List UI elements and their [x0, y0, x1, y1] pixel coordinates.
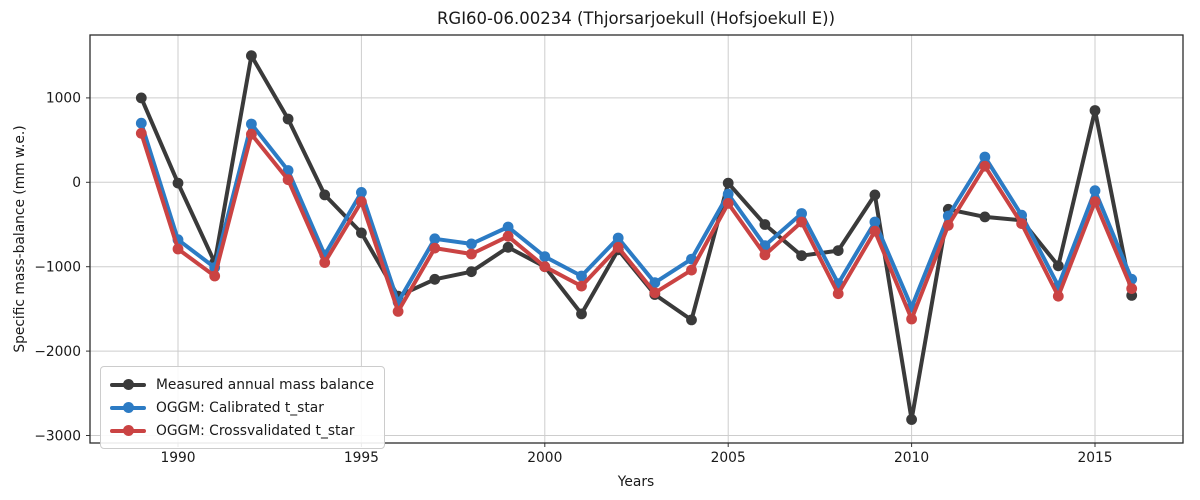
data-point	[979, 160, 991, 172]
plot-frame	[89, 34, 1184, 444]
data-point	[686, 264, 697, 276]
data-point	[869, 225, 881, 237]
data-point	[246, 50, 257, 62]
data-point	[1126, 283, 1138, 294]
series-2-line	[135, 127, 1138, 325]
data-point	[906, 313, 917, 325]
data-point	[759, 249, 771, 261]
data-point	[1089, 105, 1101, 116]
legend-line-sample-measured	[110, 379, 146, 390]
data-point	[429, 242, 441, 254]
data-point	[319, 189, 331, 201]
data-point	[539, 251, 551, 262]
data-point	[906, 414, 917, 425]
data-point	[319, 257, 331, 268]
data-point	[356, 187, 367, 198]
data-point	[1016, 218, 1027, 230]
data-point	[796, 208, 807, 219]
svg-text:1000: 1000	[46, 91, 81, 107]
data-point	[429, 233, 441, 245]
data-point	[172, 177, 184, 189]
legend-marker-icon	[122, 402, 134, 413]
svg-text:2010: 2010	[894, 450, 929, 466]
data-point	[722, 177, 734, 189]
legend-marker-icon	[122, 379, 134, 390]
chart-title: RGI60-06.00234 (Thjorsarjoekull (Hofsjoe…	[436, 9, 836, 28]
legend: Measured annual mass balance OGGM: Calib…	[100, 366, 386, 449]
data-point	[502, 241, 514, 253]
data-point	[135, 127, 147, 139]
data-point	[282, 113, 294, 125]
data-point	[539, 261, 551, 273]
data-point	[502, 221, 514, 233]
data-point	[135, 117, 147, 129]
x-tick-labels: 1990 1995 2000 2005 2010 2015	[160, 450, 1112, 466]
data-point	[1089, 196, 1101, 208]
data-point	[392, 306, 404, 317]
legend-label-measured: Measured annual mass balance	[156, 376, 375, 393]
data-point	[832, 288, 844, 300]
data-point	[979, 151, 991, 163]
data-point	[612, 232, 624, 244]
data-point	[466, 238, 477, 250]
data-point	[429, 273, 441, 285]
legend-item-calibrated: OGGM: Calibrated t_star	[110, 396, 374, 419]
data-point	[246, 118, 257, 130]
data-point	[759, 219, 771, 230]
data-point	[722, 188, 734, 200]
data-point	[942, 219, 954, 231]
svg-text:1995: 1995	[344, 450, 379, 466]
data-point	[576, 280, 587, 292]
data-point	[869, 189, 881, 201]
data-point	[832, 245, 844, 256]
legend-line-sample-crossvalidated	[110, 425, 146, 436]
data-point	[612, 241, 624, 253]
data-point	[135, 92, 147, 104]
data-point	[1052, 260, 1064, 272]
legend-line-sample-calibrated	[110, 402, 146, 413]
svg-text:−1000: −1000	[34, 260, 81, 276]
data-point	[1052, 290, 1064, 302]
series-1-line	[135, 117, 1138, 313]
data-point	[576, 270, 587, 282]
svg-text:2015: 2015	[1077, 450, 1112, 466]
data-point	[466, 248, 477, 260]
svg-text:0: 0	[72, 175, 81, 191]
data-point	[649, 287, 661, 299]
legend-item-crossvalidated: OGGM: Crossvalidated t_star	[110, 419, 374, 442]
legend-label-calibrated: OGGM: Calibrated t_star	[156, 399, 324, 416]
data-point	[1089, 185, 1101, 197]
data-point	[649, 277, 661, 289]
data-point	[172, 243, 184, 255]
svg-text:−2000: −2000	[34, 344, 81, 360]
data-point	[502, 230, 514, 242]
data-point	[466, 266, 477, 278]
data-point	[209, 270, 221, 282]
data-point	[246, 128, 257, 140]
data-point	[979, 211, 991, 223]
data-point	[869, 216, 881, 228]
data-point	[686, 314, 697, 326]
data-point	[796, 216, 807, 228]
legend-label-crossvalidated: OGGM: Crossvalidated t_star	[156, 422, 355, 439]
x-axis-label: Years	[617, 474, 655, 490]
y-tick-labels: 1000 0 −1000 −2000 −3000	[34, 91, 81, 445]
y-axis-label: Specific mass-balance (mm w.e.)	[12, 125, 28, 353]
data-point	[796, 250, 807, 262]
svg-text:−3000: −3000	[34, 428, 81, 444]
legend-item-measured: Measured annual mass balance	[110, 373, 374, 396]
data-point	[722, 198, 734, 209]
legend-marker-icon	[122, 425, 134, 436]
data-point	[356, 196, 367, 208]
svg-text:1990: 1990	[160, 450, 195, 466]
data-point	[282, 174, 294, 186]
svg-text:2005: 2005	[711, 450, 746, 466]
svg-text:2000: 2000	[527, 450, 562, 466]
data-point	[576, 308, 587, 320]
data-point	[356, 227, 367, 239]
